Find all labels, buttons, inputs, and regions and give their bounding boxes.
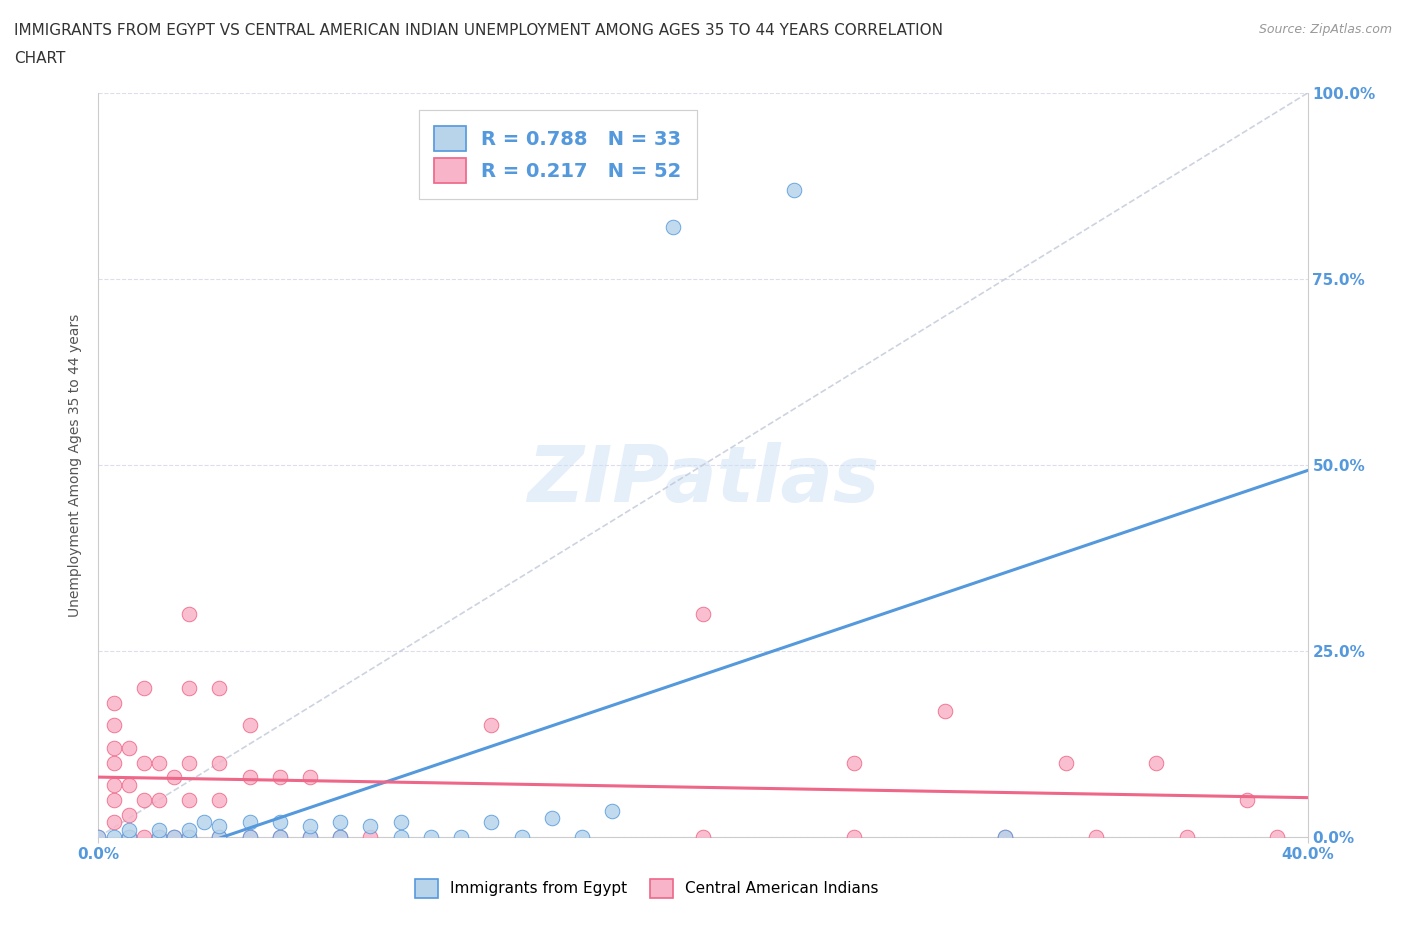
Text: CHART: CHART bbox=[14, 51, 66, 66]
Point bbox=[540, 811, 562, 826]
Point bbox=[179, 681, 201, 696]
Point bbox=[602, 804, 624, 818]
Point bbox=[1175, 830, 1198, 844]
Point bbox=[148, 792, 170, 807]
Point bbox=[118, 830, 141, 844]
Point bbox=[662, 219, 685, 234]
Point bbox=[163, 830, 186, 844]
Point bbox=[329, 815, 352, 830]
Point bbox=[132, 681, 155, 696]
Point bbox=[934, 703, 956, 718]
Point bbox=[269, 830, 291, 844]
Point bbox=[299, 830, 322, 844]
Point bbox=[269, 815, 291, 830]
Point bbox=[118, 740, 141, 755]
Point bbox=[571, 830, 593, 844]
Point bbox=[163, 830, 186, 844]
Point bbox=[269, 770, 291, 785]
Point bbox=[692, 830, 714, 844]
Point bbox=[179, 822, 201, 837]
Point bbox=[103, 696, 125, 711]
Point bbox=[1144, 755, 1167, 770]
Point bbox=[148, 830, 170, 844]
Point bbox=[179, 755, 201, 770]
Point bbox=[132, 755, 155, 770]
Point bbox=[329, 830, 352, 844]
Point bbox=[420, 830, 443, 844]
Point bbox=[239, 830, 262, 844]
Point bbox=[148, 755, 170, 770]
Text: ZIPatlas: ZIPatlas bbox=[527, 442, 879, 518]
Point bbox=[329, 830, 352, 844]
Text: IMMIGRANTS FROM EGYPT VS CENTRAL AMERICAN INDIAN UNEMPLOYMENT AMONG AGES 35 TO 4: IMMIGRANTS FROM EGYPT VS CENTRAL AMERICA… bbox=[14, 23, 943, 38]
Point bbox=[299, 830, 322, 844]
Legend: Immigrants from Egypt, Central American Indians: Immigrants from Egypt, Central American … bbox=[409, 873, 884, 904]
Legend: R = 0.788   N = 33, R = 0.217   N = 52: R = 0.788 N = 33, R = 0.217 N = 52 bbox=[419, 110, 697, 199]
Y-axis label: Unemployment Among Ages 35 to 44 years: Unemployment Among Ages 35 to 44 years bbox=[69, 313, 83, 617]
Point bbox=[179, 830, 201, 844]
Point bbox=[103, 830, 125, 844]
Point bbox=[389, 830, 412, 844]
Point bbox=[692, 606, 714, 621]
Point bbox=[1085, 830, 1108, 844]
Point bbox=[269, 830, 291, 844]
Point bbox=[481, 815, 503, 830]
Point bbox=[103, 718, 125, 733]
Point bbox=[103, 755, 125, 770]
Point bbox=[239, 815, 262, 830]
Point bbox=[87, 830, 110, 844]
Point bbox=[179, 792, 201, 807]
Point bbox=[208, 792, 231, 807]
Point bbox=[118, 822, 141, 837]
Point bbox=[179, 830, 201, 844]
Point bbox=[360, 818, 382, 833]
Point bbox=[148, 830, 170, 844]
Point bbox=[994, 830, 1017, 844]
Point bbox=[389, 815, 412, 830]
Point bbox=[208, 818, 231, 833]
Point bbox=[844, 755, 866, 770]
Point bbox=[239, 718, 262, 733]
Point bbox=[450, 830, 472, 844]
Point bbox=[148, 822, 170, 837]
Point bbox=[239, 830, 262, 844]
Text: Source: ZipAtlas.com: Source: ZipAtlas.com bbox=[1258, 23, 1392, 36]
Point bbox=[208, 755, 231, 770]
Point bbox=[783, 182, 806, 197]
Point bbox=[118, 807, 141, 822]
Point bbox=[994, 830, 1017, 844]
Point bbox=[510, 830, 533, 844]
Point bbox=[103, 792, 125, 807]
Point bbox=[1267, 830, 1289, 844]
Point bbox=[360, 830, 382, 844]
Point bbox=[481, 718, 503, 733]
Point bbox=[844, 830, 866, 844]
Point bbox=[103, 777, 125, 792]
Point bbox=[239, 770, 262, 785]
Point bbox=[87, 830, 110, 844]
Point bbox=[299, 770, 322, 785]
Point bbox=[193, 815, 215, 830]
Point bbox=[132, 792, 155, 807]
Point bbox=[103, 740, 125, 755]
Point bbox=[208, 830, 231, 844]
Point bbox=[132, 830, 155, 844]
Point bbox=[118, 777, 141, 792]
Point bbox=[163, 770, 186, 785]
Point bbox=[208, 681, 231, 696]
Point bbox=[208, 830, 231, 844]
Point bbox=[1236, 792, 1258, 807]
Point bbox=[299, 818, 322, 833]
Point bbox=[118, 830, 141, 844]
Point bbox=[179, 606, 201, 621]
Point bbox=[103, 815, 125, 830]
Point bbox=[1054, 755, 1077, 770]
